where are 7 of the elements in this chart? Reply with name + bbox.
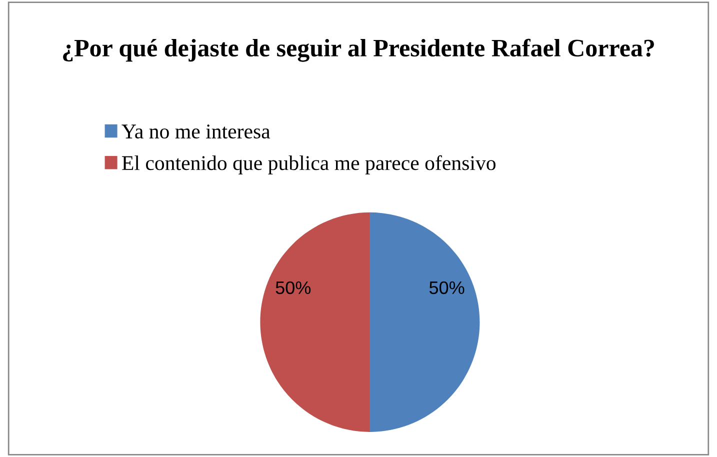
pie-slice: [260, 212, 370, 432]
chart-title: ¿Por qué dejaste de seguir al Presidente Rafael Correa?: [63, 38, 654, 62]
pie-slice: [370, 212, 480, 432]
data-label: 50%: [429, 281, 464, 294]
legend-label: Ya no me interesa: [122, 124, 270, 139]
legend-label: El contenido que publica me parece ofensivo: [122, 155, 496, 174]
data-label: 50%: [276, 281, 311, 294]
